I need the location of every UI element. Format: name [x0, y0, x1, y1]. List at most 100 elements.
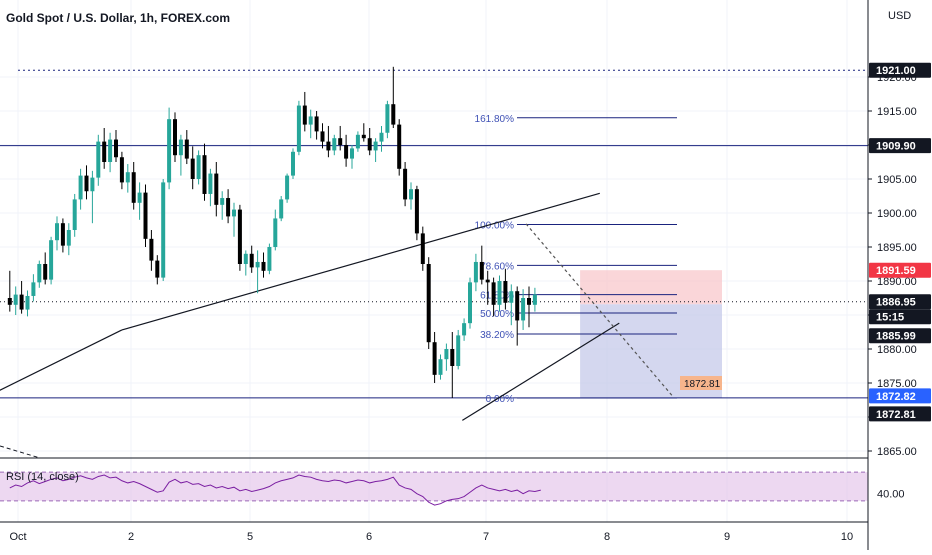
y-tick-label: 1890.00	[877, 276, 917, 288]
badge-countdown-bg	[869, 309, 931, 325]
candle-body	[485, 279, 490, 283]
candle	[237, 204, 242, 271]
candle-body	[66, 230, 71, 246]
candle-body	[468, 282, 472, 324]
currency-label: USD	[888, 10, 911, 22]
candle	[515, 286, 520, 346]
candle	[532, 287, 537, 312]
chart-title: Gold Spot / U.S. Dollar, 1h, FOREX.com	[6, 11, 230, 25]
badge-current-price: 1886.95	[876, 297, 916, 309]
candle	[72, 193, 77, 237]
candle	[155, 255, 160, 285]
candle	[391, 66, 396, 128]
trendlines	[0, 192, 674, 459]
candle	[320, 123, 325, 149]
y-tick-label: 1895.00	[877, 242, 917, 254]
y-tick-label: 1915.00	[877, 106, 917, 118]
badge-current-price-bg	[869, 294, 931, 310]
candle	[190, 146, 195, 190]
candle	[497, 275, 502, 312]
candle-body	[450, 349, 455, 366]
candle-body	[444, 349, 449, 360]
candle	[403, 162, 408, 207]
candle	[456, 329, 461, 370]
trendline-1	[121, 192, 600, 331]
candle-body	[178, 139, 183, 156]
candle-body	[119, 157, 124, 183]
candle	[184, 130, 189, 165]
candle-body	[208, 173, 213, 194]
candle-body	[497, 281, 502, 305]
candle-body	[367, 138, 372, 151]
candle	[326, 125, 331, 158]
stop-loss-zone	[580, 270, 722, 305]
candle-body	[432, 342, 437, 375]
trendline-0	[0, 329, 123, 391]
candle	[479, 245, 484, 285]
badge-target-bg	[869, 406, 931, 422]
candle-body	[332, 138, 337, 151]
candle-body	[491, 282, 496, 305]
candle	[296, 100, 301, 156]
x-tick-label: 5	[247, 531, 253, 543]
candle	[96, 134, 101, 186]
candle-body	[391, 104, 396, 125]
candle	[397, 119, 402, 176]
price-badges: 1921.00 1909.90 1891.59 1886.95 15:15 1885.99…	[680, 62, 931, 422]
candle-body	[379, 132, 384, 142]
candle-body	[285, 175, 290, 200]
candle	[108, 132, 113, 173]
candle-body	[243, 253, 248, 264]
grid	[0, 0, 868, 522]
candle	[314, 111, 319, 140]
candle-body	[338, 138, 343, 145]
candle-body	[479, 261, 484, 280]
candle-body	[267, 247, 272, 271]
candle	[509, 284, 514, 326]
badge-range-high: 1909.90	[876, 141, 916, 153]
candle-body	[49, 240, 54, 280]
candle-body	[31, 282, 36, 296]
candle-body	[108, 139, 113, 162]
candle-body	[19, 294, 24, 310]
candle	[521, 289, 526, 330]
candle	[220, 191, 225, 220]
candle	[332, 134, 337, 156]
candle-body	[409, 189, 413, 200]
candle-body	[308, 116, 313, 125]
candle	[367, 128, 372, 156]
candle	[373, 138, 378, 162]
candle	[462, 318, 467, 341]
trendline-prev	[0, 445, 41, 459]
candle	[267, 243, 272, 275]
candle-body	[373, 141, 378, 151]
candle-body	[473, 261, 478, 283]
candle-body	[355, 134, 360, 149]
candle-body	[426, 264, 431, 343]
rsi-tick-label: 40.00	[877, 489, 905, 501]
candle-body	[532, 294, 537, 305]
candle-body	[237, 209, 242, 264]
candle-body	[190, 158, 195, 179]
candle	[385, 100, 390, 139]
candle-body	[226, 198, 231, 217]
candle	[114, 130, 118, 162]
candle	[178, 134, 183, 176]
x-tick-label: 7	[483, 531, 489, 543]
rsi-line	[9, 474, 541, 506]
candle	[119, 151, 124, 190]
badge-support: 1872.82	[876, 391, 916, 403]
candle-body	[296, 105, 301, 152]
badge-resistance-bg	[869, 62, 931, 78]
candle-body	[96, 141, 101, 178]
candle-body	[403, 168, 408, 200]
candle	[503, 268, 508, 310]
candle	[291, 148, 295, 179]
candle-body	[509, 291, 514, 303]
candle-body	[462, 323, 467, 336]
candle-body	[173, 119, 177, 156]
candle-body	[279, 199, 284, 219]
candle-body	[503, 281, 508, 303]
target-box-bg	[680, 376, 722, 390]
